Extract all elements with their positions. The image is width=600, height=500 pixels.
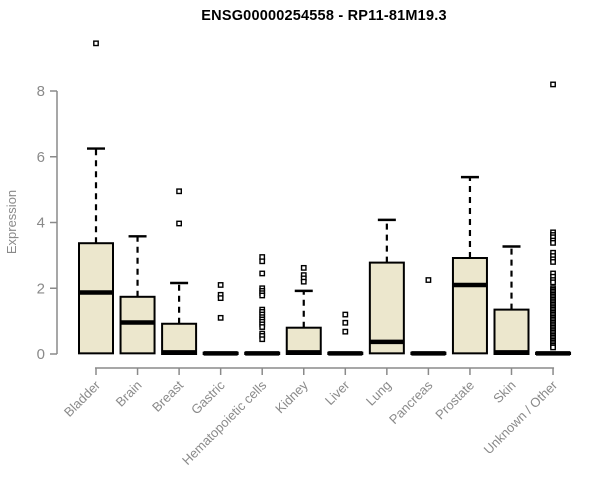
outlier-point (176, 220, 182, 227)
box-pancreas (410, 277, 447, 356)
outlier-point (217, 314, 224, 321)
box-gastric (202, 282, 239, 356)
iqr-box (285, 326, 322, 356)
x-tick-label: Liver (322, 377, 353, 408)
outlier-point (300, 264, 307, 271)
box-unknown-other (535, 81, 572, 356)
box-brain (119, 235, 156, 355)
outlier-point (550, 344, 556, 351)
y-tick-label: 4 (37, 215, 45, 232)
outlier-point (550, 239, 556, 246)
box-kidney (285, 264, 322, 356)
outlier-point (342, 319, 349, 326)
outlier-point (259, 336, 266, 343)
x-tick-label: Breast (149, 377, 186, 414)
outlier-point (342, 311, 349, 318)
x-tick-label: Prostate (432, 378, 477, 423)
x-tick-label: Bladder (61, 377, 104, 420)
outlier-point (259, 270, 266, 277)
outlier-point (342, 328, 349, 335)
chart-title: ENSG00000254558 - RP11-81M19.3 (201, 8, 447, 24)
outlier-point (217, 295, 224, 302)
x-tick-label: Unknown / Other (481, 377, 561, 457)
outlier-point (259, 292, 266, 299)
outlier-point (93, 40, 99, 47)
box-skin (493, 245, 530, 355)
outlier-point (550, 279, 556, 286)
iqr-box (368, 261, 405, 355)
x-tick-label: Skin (490, 378, 518, 406)
x-tick-label: Kidney (272, 377, 311, 416)
outlier-point (550, 81, 556, 88)
iqr-box (161, 322, 198, 356)
y-tick-label: 6 (37, 149, 45, 166)
x-tick-label: Brain (113, 378, 145, 410)
iqr-box (493, 308, 530, 355)
box-liver (327, 311, 364, 356)
x-tick-label: Gastric (188, 377, 228, 417)
outlier-point (259, 258, 266, 265)
y-tick-label: 8 (37, 83, 45, 100)
box-lung (368, 218, 405, 355)
x-tick-label: Pancreas (386, 377, 436, 427)
outlier-point (550, 259, 556, 265)
outlier-point (425, 277, 432, 283)
x-tick-label: Lung (363, 378, 394, 409)
y-tick-label: 2 (37, 280, 45, 297)
y-axis: 0 2 4 6 8 (37, 83, 58, 363)
outlier-point (259, 324, 266, 330)
iqr-box (451, 257, 488, 355)
box-hematopoietic-cells (244, 254, 281, 356)
y-tick-label: 0 (37, 346, 45, 363)
box-breast (161, 188, 198, 356)
box-prostate (451, 175, 488, 355)
outlier-point (176, 188, 182, 195)
iqr-box (78, 242, 114, 355)
box-bladder (78, 40, 114, 355)
outlier-point (300, 278, 307, 285)
iqr-box (119, 295, 156, 355)
outlier-point (217, 282, 224, 288)
